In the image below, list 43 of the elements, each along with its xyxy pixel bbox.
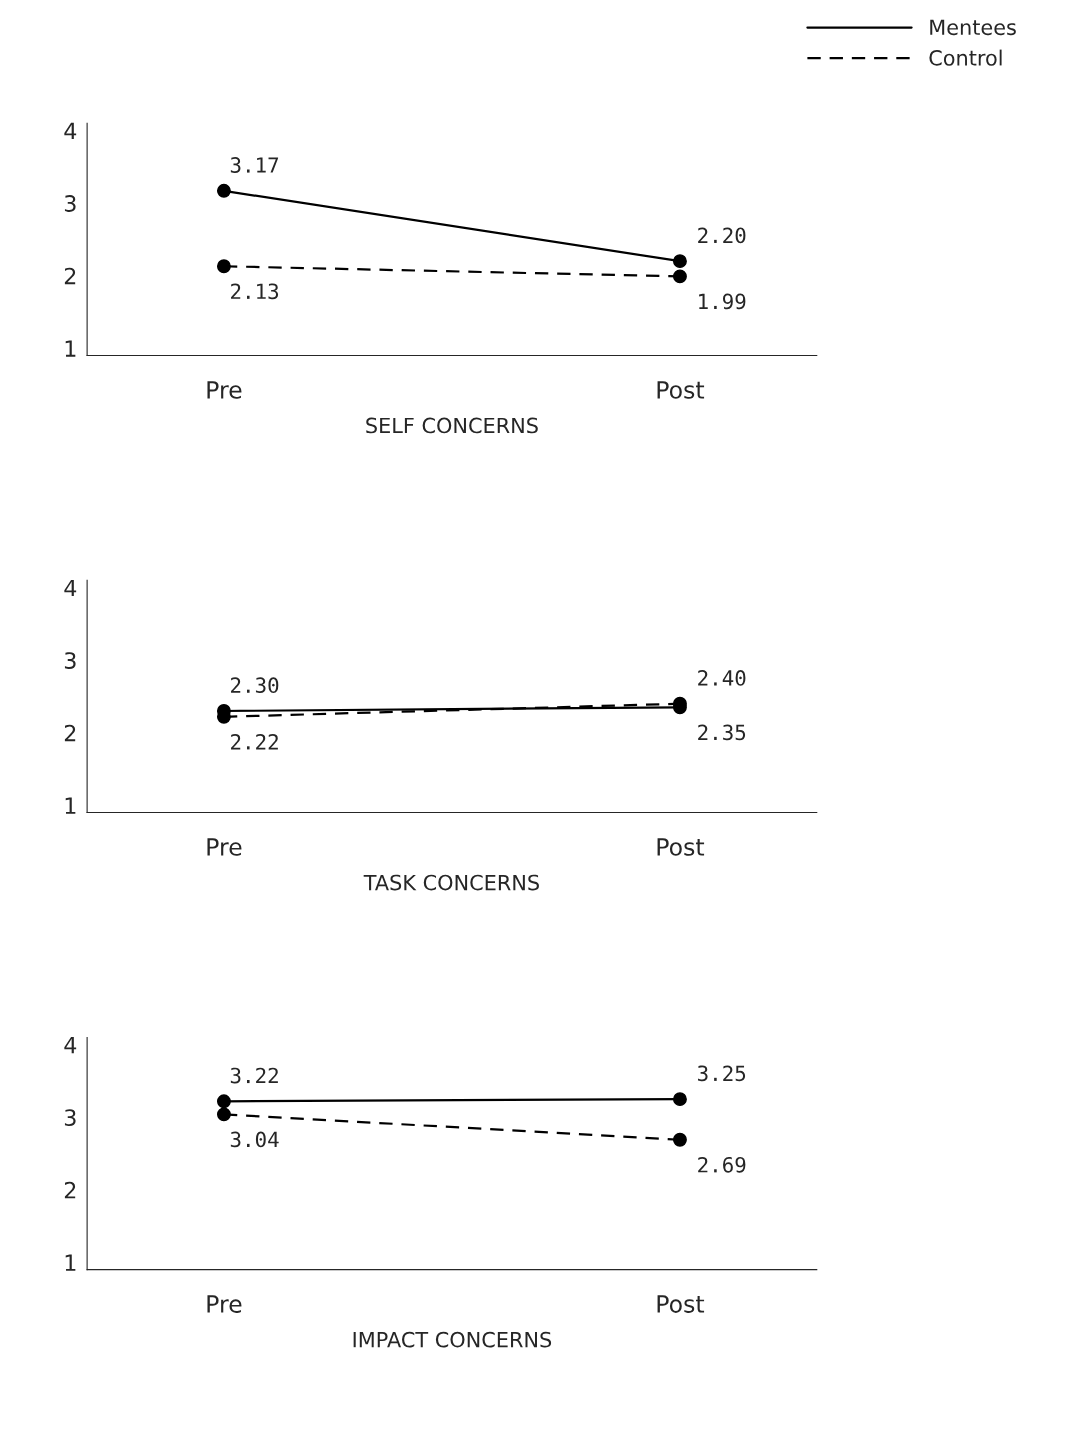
point [672,1132,687,1147]
data-label: 2.69 [698,1156,746,1173]
y-tick-label: 4 [64,1036,77,1054]
data-label: 2.30 [231,677,279,694]
y-tick-label: 1 [65,340,76,357]
x-tick-label: Pre [207,381,242,399]
y-tick-label: 1 [65,1254,76,1271]
data-label: 3.17 [230,157,279,173]
data-label: 2.40 [698,670,746,686]
data-label: 1.99 [699,293,746,310]
y-tick-label: 3 [64,1109,76,1127]
x-tick-label: Pre [207,838,242,856]
data-label: 2.13 [231,283,279,300]
point [216,1107,231,1122]
point [672,254,687,269]
x-tick-label: Post [657,381,705,399]
x-axis-title: TASK CONCERNS [363,874,539,891]
y-tick-label: 1 [65,797,76,814]
y-tick-label: 3 [64,195,76,212]
data-label: 3.25 [698,1065,746,1082]
point [216,183,231,198]
y-tick-label: 3 [64,652,76,669]
y-tick-label: 4 [64,579,77,597]
x-tick-label: Post [657,1295,705,1313]
x-axis-title: IMPACT CONCERNS [353,1331,552,1348]
y-tick-label: 4 [64,122,77,140]
y-tick-label: 2 [64,1181,76,1199]
x-tick-label: Post [657,838,705,856]
text: Control [929,49,1002,66]
data-label: 2.20 [698,227,746,244]
y-tick-label: 2 [64,724,76,742]
x-tick-label: Pre [207,1295,242,1313]
data-label: 3.04 [230,1131,279,1148]
x-axis-title: SELF CONCERNS [366,417,538,434]
point [216,259,231,274]
point [672,1092,687,1107]
point [672,269,687,284]
data-label: 2.22 [231,733,278,750]
text: Mentees [930,19,1016,36]
data-label: 2.35 [698,724,746,741]
y-tick-label: 2 [64,267,76,285]
point [216,1094,231,1109]
data-label: 3.22 [230,1067,278,1084]
